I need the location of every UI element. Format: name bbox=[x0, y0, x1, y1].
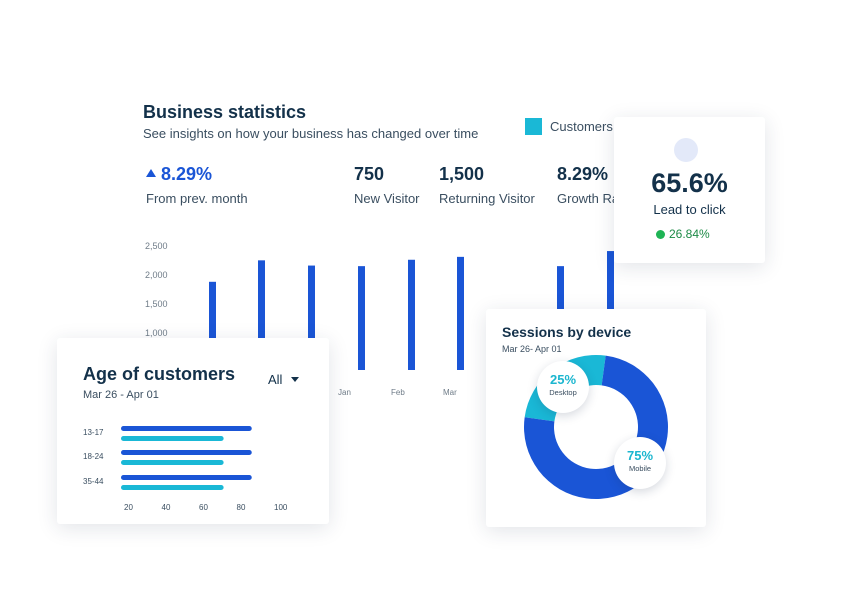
stat-label: Returning Visitor bbox=[439, 191, 535, 206]
lead-to-click-card: 65.6% Lead to click 26.84% bbox=[614, 117, 765, 263]
legend-swatch bbox=[525, 118, 542, 135]
lead-value: 65.6% bbox=[651, 168, 728, 198]
stat-growth-prev-month: 8.29% From prev. month bbox=[146, 164, 248, 206]
sessions-card-title: Sessions by device bbox=[502, 324, 632, 340]
customers-bar bbox=[358, 266, 365, 370]
stat-value: 750 bbox=[354, 164, 385, 184]
age-bar bbox=[121, 436, 224, 441]
age-date-range: Mar 26 - Apr 01 bbox=[83, 389, 159, 401]
chart-legend: Customers bbox=[525, 118, 613, 135]
age-category-label: 13-17 bbox=[83, 428, 104, 437]
page-title: Business statistics bbox=[143, 102, 307, 122]
age-category-label: 18-24 bbox=[83, 452, 104, 461]
lead-label: Lead to click bbox=[653, 202, 726, 217]
mobile-label: Mobile bbox=[628, 464, 652, 473]
age-x-tick-label: 60 bbox=[199, 503, 208, 512]
customers-bar bbox=[408, 259, 415, 370]
lead-change: 26.84% bbox=[656, 227, 710, 241]
positive-dot-icon bbox=[656, 229, 665, 239]
desktop-share-bubble: 25% Desktop bbox=[537, 361, 589, 413]
lead-icon bbox=[674, 138, 698, 162]
sessions-date-range: Mar 26- Apr 01 bbox=[502, 344, 562, 354]
age-category-label: 35-44 bbox=[83, 477, 104, 486]
desktop-percent: 25% bbox=[549, 372, 577, 387]
age-card-title: Age of customers bbox=[83, 364, 236, 384]
stat-value: 8.29% bbox=[146, 164, 248, 185]
stat-label: Growth Ra bbox=[557, 191, 617, 206]
x-tick-label: Jan bbox=[338, 388, 351, 397]
y-tick-label: 2,500 bbox=[145, 241, 168, 251]
age-filter-value: All bbox=[268, 372, 283, 387]
x-tick-label: Mar bbox=[443, 388, 457, 397]
page-subtitle: See insights on how your business has ch… bbox=[143, 126, 479, 141]
age-filter-dropdown[interactable]: All bbox=[268, 372, 300, 387]
age-bar bbox=[121, 485, 224, 490]
customers-bar bbox=[457, 256, 464, 370]
stat-value-text: 8.29% bbox=[161, 164, 213, 184]
age-bar-chart: 13-17 18-24 35-44 20 40 60 80 100 bbox=[83, 426, 288, 512]
trend-up-icon bbox=[146, 169, 156, 178]
age-of-customers-card: Age of customers Mar 26 - Apr 01 All 13-… bbox=[57, 338, 329, 524]
age-bar bbox=[121, 426, 252, 431]
desktop-label: Desktop bbox=[549, 388, 577, 397]
stat-value: 8.29% bbox=[557, 164, 609, 184]
customers-bar bbox=[308, 265, 315, 370]
sessions-by-device-card: Sessions by device Mar 26- Apr 01 25% De… bbox=[486, 309, 706, 527]
stat-returning-visitor: 1,500 Returning Visitor bbox=[439, 164, 535, 206]
mobile-percent: 75% bbox=[626, 448, 654, 463]
stat-new-visitor: 750 New Visitor bbox=[354, 164, 420, 206]
chevron-down-icon bbox=[291, 377, 300, 382]
age-x-tick-label: 100 bbox=[274, 503, 288, 512]
customers-bar bbox=[258, 260, 265, 370]
customers-bar bbox=[209, 281, 216, 370]
mobile-share-bubble: 75% Mobile bbox=[614, 437, 666, 489]
lead-change-value: 26.84% bbox=[669, 227, 710, 241]
age-x-tick-label: 80 bbox=[237, 503, 246, 512]
age-bar bbox=[121, 460, 224, 465]
stat-growth-rate: 8.29% Growth Ra bbox=[557, 164, 617, 206]
legend-label: Customers bbox=[550, 119, 613, 134]
stat-label: New Visitor bbox=[354, 191, 420, 206]
age-bar bbox=[121, 450, 252, 455]
age-x-tick-label: 40 bbox=[162, 503, 171, 512]
sessions-donut-chart bbox=[524, 355, 668, 499]
age-bar bbox=[121, 475, 252, 480]
stat-label: From prev. month bbox=[146, 191, 248, 206]
y-tick-label: 1,500 bbox=[145, 299, 168, 309]
age-x-tick-label: 20 bbox=[124, 503, 133, 512]
x-tick-label: Feb bbox=[391, 388, 405, 397]
y-tick-label: 2,000 bbox=[145, 270, 168, 280]
y-tick-label: 1,000 bbox=[145, 328, 168, 338]
stat-value: 1,500 bbox=[439, 164, 485, 184]
